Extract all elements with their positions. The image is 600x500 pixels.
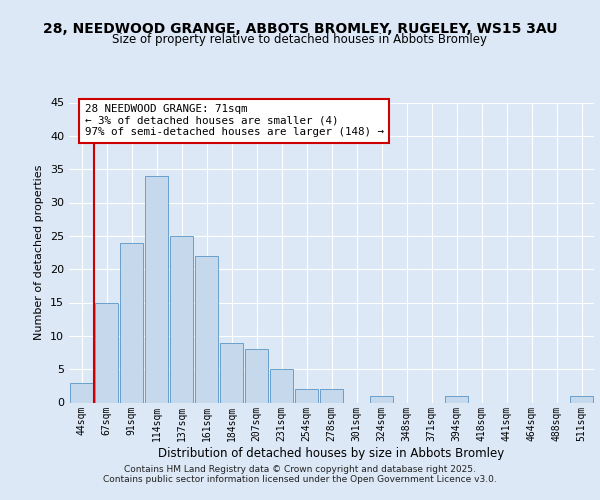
Text: Size of property relative to detached houses in Abbots Bromley: Size of property relative to detached ho… — [113, 34, 487, 46]
X-axis label: Distribution of detached houses by size in Abbots Bromley: Distribution of detached houses by size … — [158, 448, 505, 460]
Bar — [70, 382, 93, 402]
Bar — [245, 349, 268, 403]
Y-axis label: Number of detached properties: Number of detached properties — [34, 165, 44, 340]
Bar — [170, 236, 193, 402]
Bar — [370, 396, 393, 402]
Text: 28 NEEDWOOD GRANGE: 71sqm
← 3% of detached houses are smaller (4)
97% of semi-de: 28 NEEDWOOD GRANGE: 71sqm ← 3% of detach… — [85, 104, 384, 137]
Text: 28, NEEDWOOD GRANGE, ABBOTS BROMLEY, RUGELEY, WS15 3AU: 28, NEEDWOOD GRANGE, ABBOTS BROMLEY, RUG… — [43, 22, 557, 36]
Bar — [145, 176, 168, 402]
Bar — [95, 302, 118, 402]
Bar — [220, 342, 243, 402]
Bar — [295, 389, 318, 402]
Bar — [445, 396, 468, 402]
Text: Contains public sector information licensed under the Open Government Licence v3: Contains public sector information licen… — [103, 476, 497, 484]
Bar — [570, 396, 593, 402]
Bar — [120, 242, 143, 402]
Text: Contains HM Land Registry data © Crown copyright and database right 2025.: Contains HM Land Registry data © Crown c… — [124, 466, 476, 474]
Bar — [195, 256, 218, 402]
Bar — [270, 369, 293, 402]
Bar — [320, 389, 343, 402]
